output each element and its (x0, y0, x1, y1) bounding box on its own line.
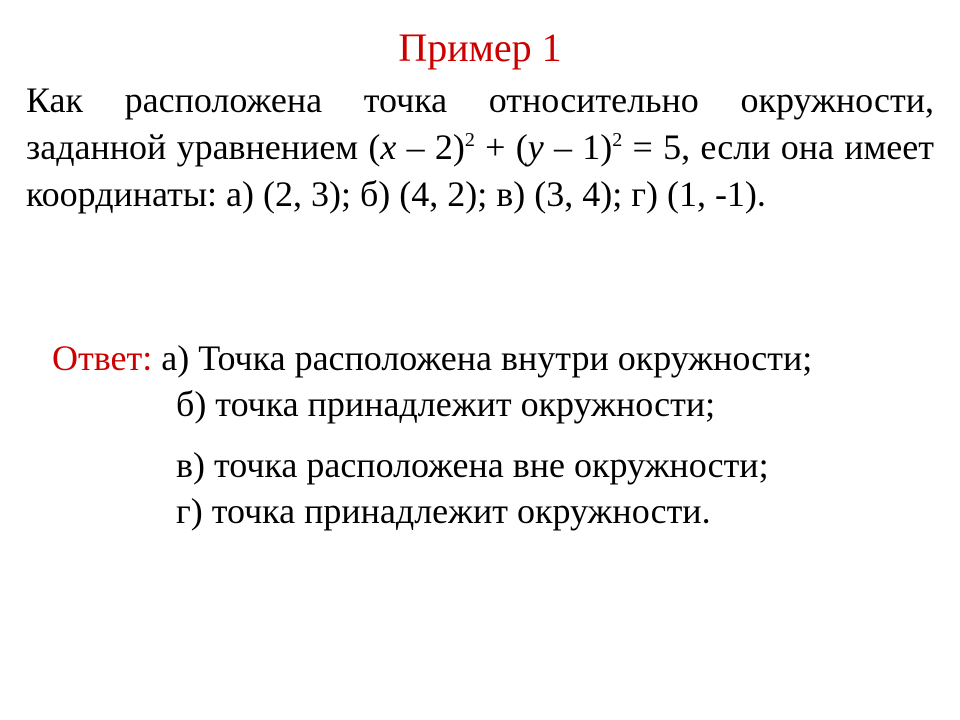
exponent-1: 2 (465, 129, 475, 151)
answer-line-g: г) точка принадлежит окружности. (52, 488, 934, 534)
answer-v-text: в) точка расположена вне окружности; (176, 445, 769, 485)
exponent-2: 2 (612, 129, 622, 151)
problem-statement: Как расположена точка относительно окруж… (26, 77, 934, 217)
answer-b-text: б) точка принадлежит окружности; (176, 384, 715, 424)
problem-text-mid1: – 2) (396, 127, 465, 167)
variable-y: y (528, 127, 544, 167)
variable-x: x (380, 127, 396, 167)
slide-page: Пример 1 Как расположена точка относител… (0, 0, 960, 720)
answer-a-text: а) Точка расположена внутри окружности; (161, 338, 812, 378)
example-title: Пример 1 (26, 24, 934, 71)
answer-label: Ответ: (52, 338, 152, 378)
answer-g-text: г) точка принадлежит окружности. (176, 491, 711, 531)
problem-text-mid2: + ( (475, 127, 528, 167)
answer-line-a: Ответ: а) Точка расположена внутри окруж… (52, 335, 934, 381)
problem-text-mid3: – 1) (544, 127, 613, 167)
answer-line-v: в) точка расположена вне окружности; (52, 442, 934, 488)
answer-block: Ответ: а) Точка расположена внутри окруж… (26, 335, 934, 533)
answer-line-b: б) точка принадлежит окружности; (52, 381, 934, 427)
